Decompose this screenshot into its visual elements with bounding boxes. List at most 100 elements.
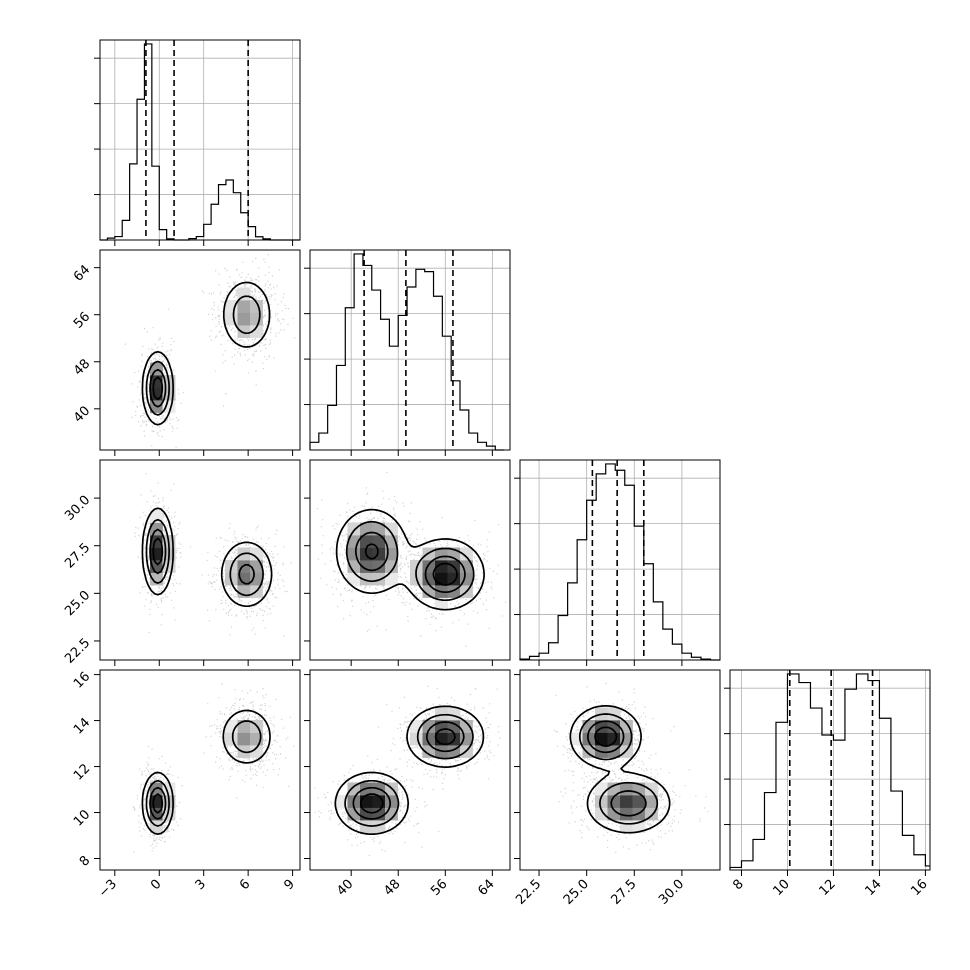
contour-level-3	[594, 726, 618, 747]
axes-frame-2-1	[309, 459, 511, 661]
density-cell	[607, 732, 621, 746]
density-cell	[607, 782, 621, 796]
x-tick-label-p3: 14	[862, 877, 884, 899]
density-cell	[447, 707, 461, 721]
axes-frame-3-1	[309, 669, 511, 871]
density-cell	[582, 732, 596, 746]
scatter-points	[124, 254, 296, 450]
contour-level-0	[141, 709, 271, 835]
contour-level-2	[586, 720, 647, 817]
y-tick-label-p2: 25.0	[62, 588, 93, 619]
density-cell	[347, 522, 361, 536]
contour-level-0	[141, 507, 273, 608]
x-tick-label-p0: 9	[281, 877, 297, 893]
axes-frame-2-2	[519, 459, 721, 661]
contour-level-1	[578, 713, 659, 825]
density-cell	[632, 795, 646, 808]
histogram-p3	[729, 673, 930, 870]
x-tick-label-p3: 8	[730, 877, 746, 893]
scatter-points	[316, 471, 507, 647]
axes-frame-2-0	[99, 459, 301, 661]
panel-3-0	[132, 683, 295, 853]
density-cell	[460, 720, 473, 733]
panel-2-1	[316, 471, 507, 647]
contour-level-3	[364, 543, 458, 586]
x-tick-label-p2: 27.5	[609, 877, 640, 908]
density-cell	[620, 807, 633, 821]
x-tick-label-p0: 6	[237, 877, 253, 893]
y-tick-label-p2: 22.5	[62, 636, 93, 667]
density-cell	[150, 522, 163, 536]
density-cell	[645, 795, 658, 808]
panel-1-0	[124, 254, 296, 450]
density-cell	[595, 732, 608, 746]
density-cell	[347, 547, 361, 561]
density-cell	[385, 522, 398, 536]
density-cell	[237, 572, 251, 586]
panel-3-2	[553, 682, 709, 854]
density-cell	[385, 795, 398, 808]
x-tick-label-p0: −3	[96, 877, 120, 901]
x-tick-label-p3: 16	[908, 877, 930, 899]
x-tick-label-p1: 40	[334, 877, 356, 899]
histogram-p0	[100, 43, 300, 241]
density-cell	[410, 732, 423, 746]
density-cell	[360, 572, 373, 586]
density-cell	[385, 560, 398, 573]
density-cell	[225, 312, 238, 326]
contour-level-2	[352, 721, 465, 820]
density-cell	[250, 312, 263, 326]
density-cell	[250, 745, 263, 758]
density-cell	[620, 795, 633, 808]
contour-level-2	[149, 368, 167, 408]
y-tick-label-p2: 30.0	[62, 493, 93, 524]
density-cell	[225, 732, 238, 746]
contour-level-0	[335, 508, 485, 611]
density-cell	[237, 312, 251, 326]
density-cell	[595, 795, 608, 808]
density-cell	[250, 547, 263, 561]
contour-level-3	[152, 537, 164, 566]
contour-level-1	[145, 295, 261, 416]
density-cell	[620, 820, 633, 833]
density-cell	[620, 782, 633, 796]
axes-frame-1-0	[99, 249, 301, 451]
density-cell	[237, 325, 251, 338]
y-tick-label-p1: 40	[71, 404, 93, 426]
contour-level-0	[569, 705, 671, 834]
density-cell	[460, 560, 473, 573]
x-tick-label-p0: 0	[148, 877, 164, 893]
x-tick-label-p2: 22.5	[513, 877, 544, 908]
density-cell	[435, 707, 448, 721]
contour-level-2	[149, 528, 255, 585]
x-tick-label-p3: 10	[770, 877, 792, 899]
density-cell	[225, 300, 238, 313]
x-tick-label-p2: 25.0	[561, 877, 592, 908]
density-cell	[237, 732, 251, 746]
contour-level-0	[334, 705, 485, 835]
y-tick-label-p1: 48	[71, 356, 93, 378]
contour-level-0	[141, 281, 271, 426]
x-tick-label-p1: 64	[475, 877, 497, 899]
density-cell	[595, 807, 608, 821]
y-tick-label-p3: 10	[71, 807, 93, 829]
panel-3-1	[314, 685, 501, 857]
density-cell	[582, 745, 596, 758]
density-cell	[460, 547, 473, 561]
density-cell	[347, 782, 361, 796]
contour-level-3	[152, 376, 164, 401]
density-cell	[372, 572, 386, 586]
axes-frame-1-1	[309, 249, 511, 451]
x-tick-label-p2: 30.0	[656, 877, 687, 908]
contour-level-1	[345, 520, 475, 602]
density-cell	[607, 807, 621, 821]
x-tick-label-p0: 3	[193, 877, 209, 893]
contour-level-1	[145, 518, 264, 597]
density-cell	[422, 547, 436, 561]
x-tick-label-p3: 12	[816, 877, 838, 899]
contour-level-1	[344, 713, 474, 827]
density-cell	[250, 325, 263, 338]
density-cell	[372, 522, 386, 536]
density-cell	[372, 807, 386, 821]
density-cell	[385, 572, 398, 586]
